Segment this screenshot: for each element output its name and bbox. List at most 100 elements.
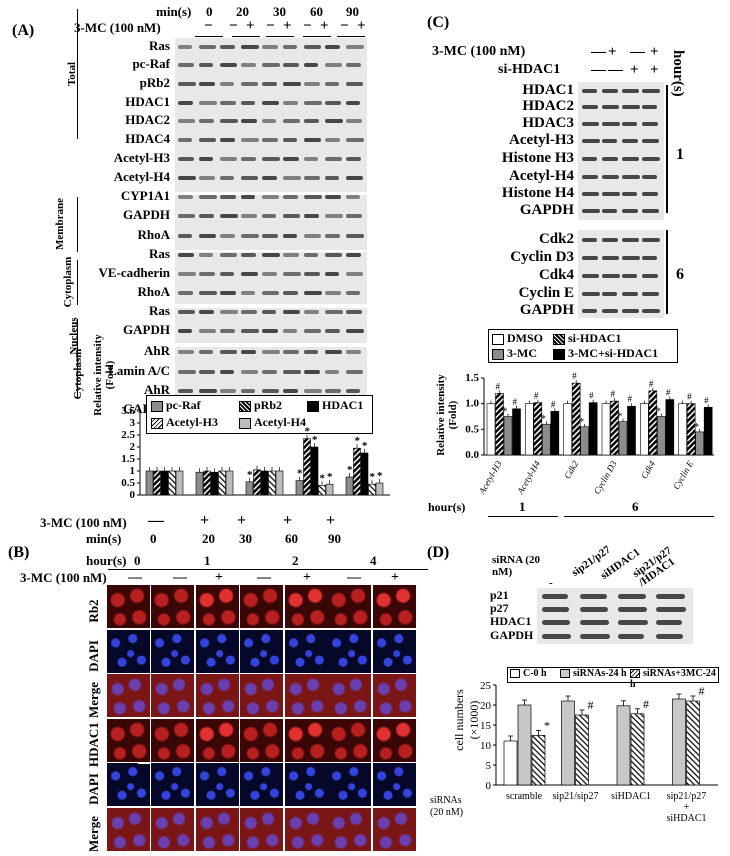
panel-a-band <box>241 234 259 238</box>
panel-a-band <box>346 291 360 295</box>
bar-DMSO <box>486 403 496 456</box>
panel-a-band <box>346 350 361 354</box>
panel-a-band <box>325 157 342 161</box>
panel-a-band <box>325 138 340 142</box>
legend-dmso: DMSO <box>507 331 543 345</box>
panel-c-x-bar-1 <box>488 516 558 517</box>
panel-a-blot-label: HDAC1 <box>125 94 170 109</box>
panel-d-band <box>656 607 686 612</box>
panel-a-time-0: 0 <box>206 4 213 19</box>
panel-b-micrograph <box>151 763 194 806</box>
bar-pRb2 <box>353 447 361 496</box>
panel-d-band <box>656 620 682 625</box>
y-tick-label: 2.5 <box>121 429 135 441</box>
panel-b-treat-sign: — <box>173 570 187 585</box>
y-tick-label: 0.5 <box>121 477 135 489</box>
significance-mark: * <box>312 434 318 446</box>
panel-a-x-treat-mark: + <box>283 512 293 529</box>
bar-HDAC1 <box>210 471 219 496</box>
panel-c-band <box>602 157 618 161</box>
panel-a-blot-label: pRb2 <box>139 75 170 90</box>
panel-a-band <box>304 195 322 199</box>
panel-a-band <box>304 370 320 374</box>
panel-c-band <box>602 238 618 242</box>
significance-mark: # <box>534 391 539 401</box>
panel-a-band <box>304 310 319 314</box>
panel-a-band <box>262 234 278 238</box>
legend-3mc-si-hdac1: 3-MC+si-HDAC1 <box>568 346 659 360</box>
panel-b-treat-sign: — <box>128 570 142 585</box>
panel-a-sign: − <box>303 18 312 34</box>
panel-a-band <box>346 176 363 180</box>
panel-c-legend: DMSO si-HDAC1 3-MC 3-MC+si-HDAC1 <box>488 329 678 363</box>
panel-a-band <box>220 214 238 218</box>
panel-a-band <box>241 253 256 257</box>
panel-a-x-min-value: 0 <box>150 531 157 546</box>
panel-b-scale-bar <box>138 762 150 764</box>
panel-c-blot-label: Acetyl-H4 <box>509 168 574 184</box>
panel-a-band <box>199 272 215 276</box>
panel-a-band <box>346 253 361 257</box>
panel-a-band <box>304 45 321 49</box>
significance-mark: # <box>699 684 705 698</box>
panel-d-ylabel: cell numbers (×1000) <box>452 689 481 751</box>
panel-d-band <box>580 594 607 599</box>
panel-a-legend: pc-Raf pRb2 HDAC1 Acetyl-H3 Acetyl-H4 <box>146 395 373 434</box>
panel-a-x-min-value: 30 <box>239 531 252 546</box>
panel-a-band <box>199 329 216 333</box>
panel-d-band <box>618 594 646 599</box>
panel-a-section-label: Membrane <box>54 198 66 250</box>
panel-a-band <box>325 195 341 199</box>
legend-hdac1: HDAC1 <box>322 398 364 412</box>
y-tick-label: 1.0 <box>465 398 479 410</box>
panel-a-band <box>346 272 363 276</box>
bar-si-HDAC1 <box>648 390 658 456</box>
panel-c-treat-sign: + <box>650 44 659 60</box>
panel-a-band <box>346 389 360 393</box>
bar-3-MC+si-HDAC1 <box>588 402 598 456</box>
panel-a-blot-strip <box>175 252 367 304</box>
panel-b-micrograph <box>285 807 328 851</box>
bar-Acetyl-H4 <box>225 470 234 496</box>
panel-b-micrograph <box>107 763 150 806</box>
panel-a-band <box>262 329 278 333</box>
panel-d-blot-label: p21 <box>490 588 509 602</box>
panel-c-blot-label: Cyclin E <box>518 285 574 301</box>
legend-acetyl-h3: Acetyl-H3 <box>166 415 218 429</box>
panel-c-band <box>582 238 597 242</box>
panel-c-label: (C) <box>427 14 450 31</box>
panel-a-band <box>325 370 339 374</box>
panel-b-micrograph <box>328 807 371 851</box>
panel-b-micrograph <box>240 807 283 851</box>
panel-c-blot-label: GAPDH <box>519 302 574 318</box>
panel-c-band <box>642 105 657 109</box>
panel-a-band <box>283 329 297 333</box>
panel-a-band <box>220 272 234 276</box>
panel-a-band <box>283 389 298 393</box>
significance-mark: * <box>544 718 550 732</box>
panel-c-chart: 0.0 0.5 1.0 1.5 # * # Acetyl-H3 # * # Acetyl-H4 # * # C… <box>465 371 714 496</box>
bar-3-MC <box>503 416 513 456</box>
panel-a-band <box>220 82 234 86</box>
panel-a-band <box>199 253 213 257</box>
panel-a-band <box>178 272 196 276</box>
x-tick-label: siHDAC1 <box>611 791 651 802</box>
x-tick-label: Cdk4 <box>639 459 657 481</box>
panel-a-band <box>178 310 195 314</box>
panel-a-sign: + <box>283 18 292 34</box>
bar-3-MC <box>618 421 628 456</box>
panel-a-band <box>325 291 341 295</box>
panel-a-band <box>304 176 320 180</box>
bar-DMSO <box>525 403 534 456</box>
panel-a-band <box>283 350 299 354</box>
significance-mark: * <box>502 406 508 418</box>
panel-a-band <box>325 253 342 257</box>
panel-a-band <box>325 329 340 333</box>
bar-si-HDAC1 <box>495 393 504 456</box>
significance-mark: # <box>704 395 709 405</box>
significance-mark: # <box>551 399 556 409</box>
panel-a-band <box>178 389 193 393</box>
panel-a-band <box>283 63 299 67</box>
panel-a-band <box>283 176 301 180</box>
panel-c-band <box>622 122 637 126</box>
